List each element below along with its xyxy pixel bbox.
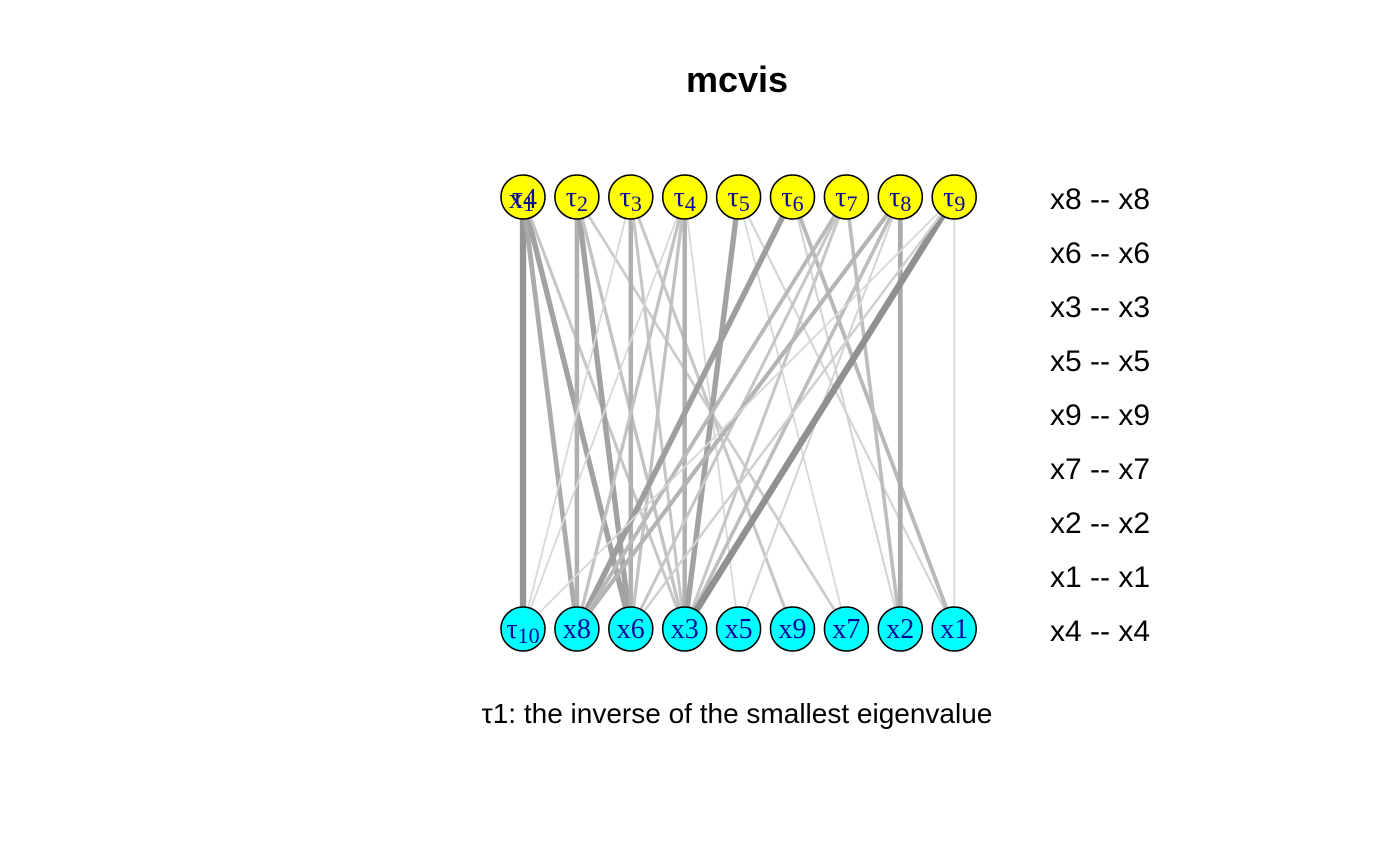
diagram-caption: τ1: the inverse of the smallest eigenval… [482,698,993,729]
bottom-node-x3: x3 [661,606,708,652]
bottom-node-t10: τ10 [500,606,546,652]
top-node-t2: τ2 [554,174,600,220]
node-label: x1 [940,614,968,645]
top-node-t6: τ6 [769,174,816,220]
node-label: x7 [832,614,860,645]
edge-t7-x2 [844,196,903,630]
top-node-circle [769,174,816,220]
node-label: x2 [886,614,914,645]
pair-label: x4 -- x4 [1050,615,1150,648]
node-label: x6 [617,614,645,645]
node-label: τ3 [620,182,642,216]
edge-t4-t10 [522,196,686,630]
bottom-node-x7: x7 [823,606,870,652]
node-label: x3 [671,614,699,645]
pair-label: x9 -- x9 [1050,399,1150,432]
node-label: τ5 [727,182,749,216]
bottom-node-circle [769,606,816,652]
pair-label: x3 -- x3 [1050,291,1150,324]
node-label: τ8 [889,182,911,216]
bottom-node-x8: x8 [554,606,600,652]
node-label: x9 [779,614,807,645]
top-node-circle [554,174,600,220]
top-node-circle [715,174,762,220]
node-label: τ7 [835,182,857,216]
top-node-circle [661,174,708,220]
node-label: τ9 [943,182,965,216]
bottom-node-circle [877,606,924,652]
edge-t7-x3 [683,196,848,630]
bottom-node-circle [554,606,600,652]
pair-label: x1 -- x1 [1050,561,1150,594]
pair-label: x7 -- x7 [1050,453,1150,486]
edge-t6-x2 [791,196,902,630]
node-overlay-label: x4 [509,184,537,215]
node-label: τ4 [674,182,696,216]
bottom-node-circle [931,606,977,652]
pair-label: x5 -- x5 [1050,345,1150,378]
pair-label: x2 -- x2 [1050,507,1150,540]
bottom-node-circle [500,606,546,652]
top-node-t9: τ9 [931,174,977,220]
bottom-node-x2: x2 [877,606,924,652]
bottom-node-x6: x6 [608,606,654,652]
bottom-node-x5: x5 [715,606,762,652]
top-node-t7: τ7 [823,174,870,220]
bottom-node-circle [661,606,708,652]
node-label: τ10 [506,614,539,648]
page-title: mcvis [686,59,788,100]
edge-t7-x8 [575,195,849,631]
bottom-node-circle [608,606,654,652]
top-node-t4: τ4 [661,174,708,220]
top-node-circle [823,174,870,220]
edge-t3-t10 [522,196,632,630]
node-label: x5 [725,614,753,645]
node-label: τ2 [566,182,588,216]
edge-t4-x6 [629,196,687,630]
bottom-node-x9: x9 [769,606,816,652]
pair-label: x8 -- x8 [1050,183,1150,216]
top-node-circle [877,174,924,220]
node-label: τ1 [512,182,534,216]
top-node-circle [608,174,654,220]
bottom-node-x1: x1 [931,606,977,652]
node-label: τ6 [781,182,803,216]
bottom-node-circle [715,606,762,652]
bottom-node-circle [823,606,870,652]
top-node-t5: τ5 [715,174,762,220]
top-node-circle [500,174,546,220]
top-node-t3: τ3 [608,174,654,220]
pair-label: x6 -- x6 [1050,237,1150,270]
node-label: x8 [563,614,591,645]
edge-t9-x3 [681,195,957,631]
top-node-t8: τ8 [877,174,924,220]
edge-t6-x8 [574,195,796,631]
edge-layer [519,195,957,631]
top-node-circle [931,174,977,220]
edge-t1-x8 [520,196,580,630]
edge-t9-t10 [522,196,955,630]
edge-t9-x6 [629,196,956,630]
variable-pair-labels: x8 -- x8 x6 -- x6 x3 -- x3 x5 -- x5 x9 -- x9… [1050,183,1150,648]
